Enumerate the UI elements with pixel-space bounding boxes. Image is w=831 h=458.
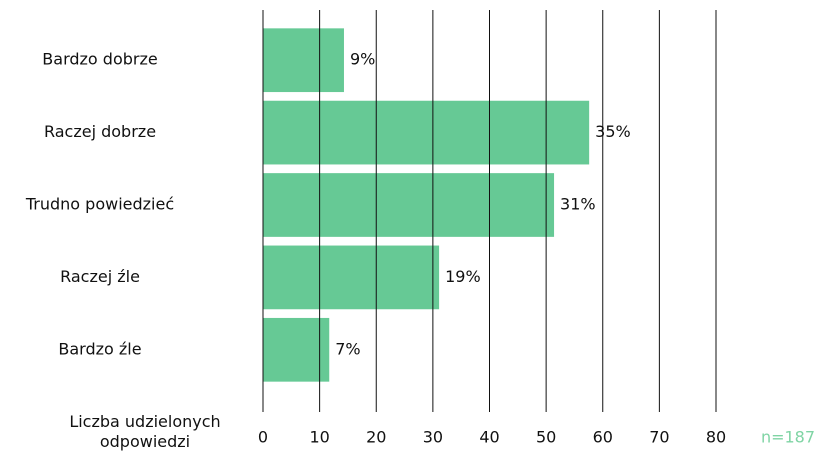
bar-label: 31% [560, 195, 596, 214]
bar-label: 9% [350, 50, 375, 69]
bar [263, 317, 330, 382]
bar [263, 28, 344, 93]
x-tick-label: 70 [649, 428, 669, 447]
note: n=187 [761, 428, 815, 447]
bar-label: 7% [335, 339, 360, 358]
bar-label: 19% [445, 267, 481, 286]
x-axis-label: Liczba udzielonych odpowiedzi [69, 412, 221, 451]
bar-label: 35% [595, 122, 631, 141]
y-tick-label: Trudno powiedzieć [25, 195, 174, 214]
x-tick-label: 30 [423, 428, 443, 447]
x-tick-label: 40 [479, 428, 499, 447]
bar [263, 245, 440, 310]
x-tick-label: 20 [366, 428, 386, 447]
x-tick-label: 10 [309, 428, 329, 447]
y-tick-label: Raczej źle [60, 267, 140, 286]
bar [263, 100, 590, 165]
y-tick-label: Raczej dobrze [44, 122, 156, 141]
x-tick-label: 60 [593, 428, 613, 447]
x-tick-label: 0 [258, 428, 268, 447]
bar [263, 173, 555, 237]
y-tick-label: Bardzo źle [58, 339, 141, 358]
y-tick-label: Bardzo dobrze [42, 50, 157, 69]
x-tick-label: 50 [536, 428, 556, 447]
x-tick-label: 80 [706, 428, 726, 447]
